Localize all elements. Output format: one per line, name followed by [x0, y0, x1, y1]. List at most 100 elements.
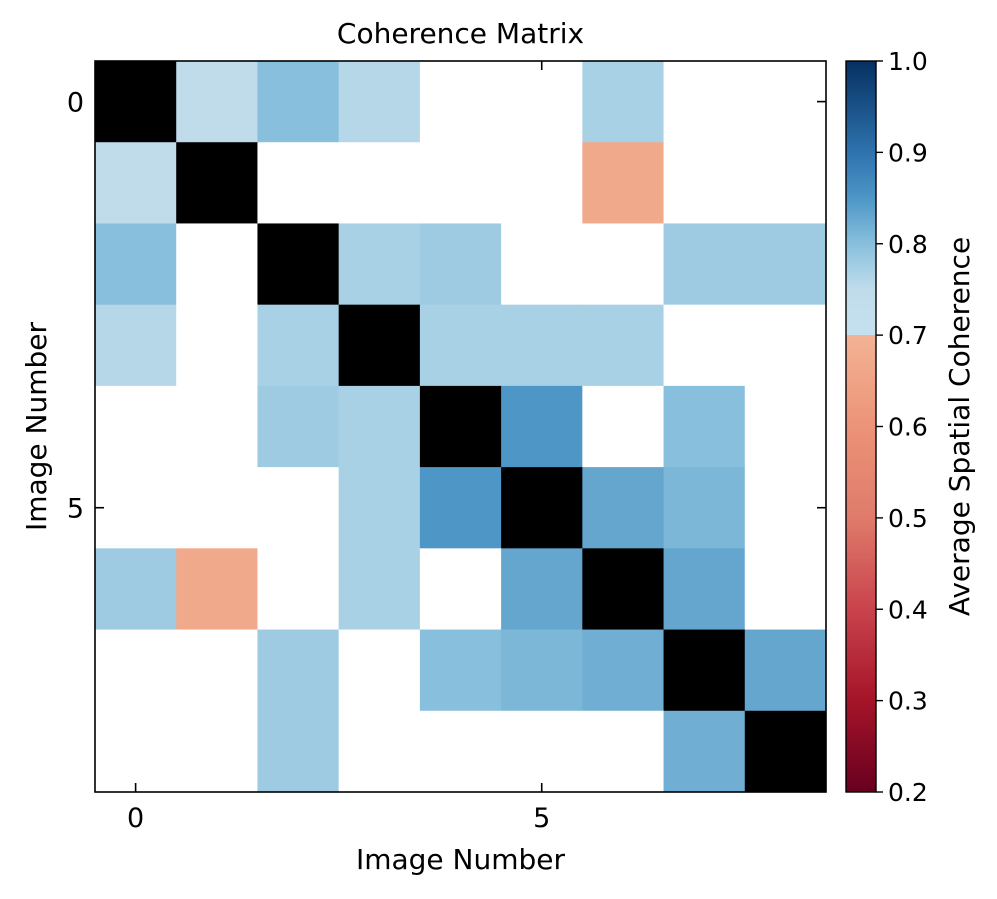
- heatmap-cell-diagonal: [744, 710, 827, 793]
- heatmap-cell: [663, 548, 746, 631]
- heatmap-cell: [257, 467, 340, 549]
- heatmap-cell-diagonal: [419, 385, 502, 468]
- heatmap-cell: [338, 710, 421, 793]
- y-tick-label: 0: [67, 88, 84, 119]
- heatmap-cell: [257, 629, 340, 712]
- colorbar-tick-label: 0.4: [888, 595, 928, 624]
- heatmap-cell: [582, 61, 665, 143]
- heatmap-cell: [338, 223, 421, 306]
- heatmap-cell: [257, 142, 340, 224]
- colorbar: [845, 60, 877, 793]
- heatmap-cell: [501, 548, 583, 631]
- heatmap-cell: [95, 548, 177, 631]
- heatmap-cell: [744, 467, 827, 549]
- heatmap-cell: [501, 223, 583, 306]
- heatmap-cell: [257, 61, 340, 143]
- heatmap-cell: [419, 467, 502, 549]
- axis-ticks: 0 5 0 5: [67, 61, 826, 834]
- heatmap-cell: [419, 61, 502, 143]
- heatmap-cell: [176, 548, 258, 631]
- heatmap-cell: [744, 385, 827, 468]
- y-tick-label: 5: [67, 494, 84, 525]
- heatmap-cell: [501, 61, 583, 143]
- heatmap-cell: [419, 629, 502, 712]
- heatmap-cell-diagonal: [501, 467, 583, 549]
- heatmap-cell: [419, 304, 502, 387]
- heatmap-cells: [95, 61, 827, 793]
- heatmap-cell-diagonal: [176, 142, 258, 224]
- heatmap-cell: [582, 304, 665, 387]
- heatmap-cell: [663, 223, 746, 306]
- heatmap-cell: [419, 223, 502, 306]
- heatmap-cell: [582, 385, 665, 468]
- colorbar-tick-label: 0.9: [888, 138, 928, 167]
- heatmap-cell: [257, 385, 340, 468]
- heatmap-cell: [501, 385, 583, 468]
- colorbar-tick-label: 0.5: [888, 504, 928, 533]
- heatmap-cell: [663, 710, 746, 793]
- heatmap-cell: [663, 467, 746, 549]
- heatmap-cell: [338, 548, 421, 631]
- chart-title: Coherence Matrix: [337, 17, 584, 50]
- heatmap-cell: [501, 629, 583, 712]
- heatmap-cell: [744, 629, 827, 712]
- heatmap-cell: [501, 304, 583, 387]
- plot-frame: [94, 60, 827, 793]
- heatmap-cell: [582, 223, 665, 306]
- heatmap-cell-diagonal: [663, 629, 746, 712]
- heatmap-cell: [582, 467, 665, 549]
- heatmap-cell: [95, 223, 177, 306]
- heatmap-cell: [338, 142, 421, 224]
- heatmap-cell: [338, 385, 421, 468]
- heatmap-cell: [176, 304, 258, 387]
- heatmap-cell: [501, 142, 583, 224]
- heatmap-cell: [663, 385, 746, 468]
- colorbar-tick-label: 0.8: [888, 230, 928, 259]
- heatmap-cell: [95, 710, 177, 793]
- heatmap-cell: [176, 223, 258, 306]
- heatmap-cell-diagonal: [95, 61, 177, 143]
- heatmap-cell: [419, 710, 502, 793]
- colorbar-tick-label: 1.0: [888, 47, 928, 76]
- x-tick-label: 0: [127, 803, 144, 834]
- heatmap-cell: [176, 61, 258, 143]
- heatmap-cell: [176, 629, 258, 712]
- heatmap-cell: [95, 142, 177, 224]
- heatmap-cell: [663, 304, 746, 387]
- heatmap-cell: [663, 61, 746, 143]
- heatmap-cell: [95, 467, 177, 549]
- heatmap-cell: [95, 304, 177, 387]
- heatmap-cell: [338, 629, 421, 712]
- heatmap-cell: [95, 385, 177, 468]
- heatmap-cell: [501, 710, 583, 793]
- x-axis-label: Image Number: [356, 843, 566, 876]
- colorbar-tick-label: 0.6: [888, 413, 928, 442]
- colorbar-ticks: 0.2 0.3 0.4 0.5 0.6 0.7 0.8 0.9 1.0: [876, 47, 928, 807]
- heatmap-cell: [257, 304, 340, 387]
- colorbar-tick-label: 0.3: [888, 687, 928, 716]
- heatmap-cell-diagonal: [582, 548, 665, 631]
- heatmap-cell: [582, 142, 665, 224]
- heatmap-cell: [419, 142, 502, 224]
- heatmap-cell: [744, 304, 827, 387]
- heatmap-cell: [338, 61, 421, 143]
- heatmap-cell: [338, 467, 421, 549]
- heatmap-cell-diagonal: [338, 304, 421, 387]
- heatmap-cell: [744, 223, 827, 306]
- heatmap-cell: [663, 142, 746, 224]
- heatmap-cell: [257, 710, 340, 793]
- y-axis-label: Image Number: [20, 321, 53, 531]
- colorbar-tick-label: 0.7: [888, 321, 928, 350]
- heatmap-cell: [419, 548, 502, 631]
- heatmap-cell: [744, 548, 827, 631]
- x-tick-label: 5: [533, 803, 550, 834]
- heatmap-cell: [176, 385, 258, 468]
- heatmap-cell: [582, 710, 665, 793]
- colorbar-label: Average Spatial Coherence: [943, 237, 976, 616]
- heatmap-cell: [582, 629, 665, 712]
- heatmap-cell: [744, 61, 827, 143]
- heatmap-cell-diagonal: [257, 223, 340, 306]
- heatmap-cell: [176, 710, 258, 793]
- heatmap-cell: [95, 629, 177, 712]
